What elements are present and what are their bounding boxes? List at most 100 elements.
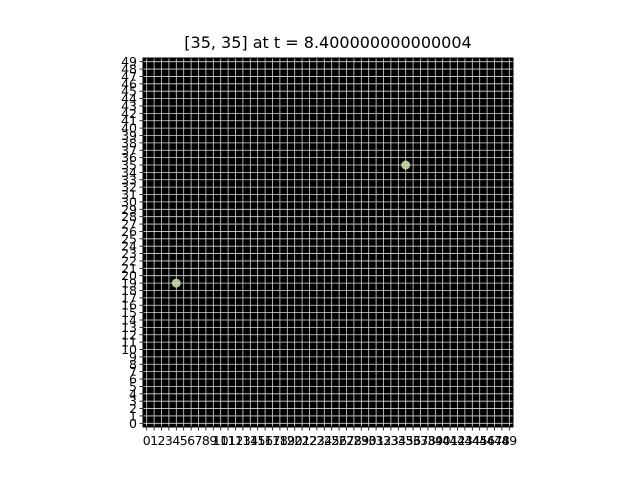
x-tick-label: 49 [501, 433, 517, 448]
x-tick-label: 35 [398, 433, 414, 448]
y-tick-label: 43 [121, 98, 137, 113]
y-tick-label: 15 [121, 305, 137, 320]
chart-title: [35, 35] at t = 8.400000000000004 [184, 33, 472, 52]
x-tick-label: 28 [346, 433, 362, 448]
x-tick-label: 11 [220, 433, 236, 448]
x-tick-label: 29 [353, 433, 369, 448]
grid-lines [143, 58, 513, 427]
y-tick-label: 1 [129, 408, 137, 423]
x-tick-label: 30 [361, 433, 377, 448]
x-tick-label: 16 [257, 433, 273, 448]
y-tick-label: 45 [121, 84, 137, 99]
x-axis-ticks: 0 1 2 3 4 5 6 7 8 9101112131415161718192021222324… [143, 427, 517, 448]
y-tick-label: 21 [121, 261, 137, 276]
x-tick-label: 0 [143, 433, 151, 448]
y-tick-label: 17 [121, 290, 137, 305]
x-tick-label: 48 [494, 433, 510, 448]
x-tick-label: 23 [309, 433, 325, 448]
x-tick-label: 34 [390, 433, 406, 448]
x-tick-label: 19 [279, 433, 295, 448]
y-axis-ticks: 0123456789101112131415161718192021222324… [121, 54, 143, 431]
x-tick-label: 17 [265, 433, 281, 448]
y-tick-label: 0 [129, 416, 137, 431]
y-tick-label: 35 [121, 158, 137, 173]
y-tick-label: 12 [121, 327, 137, 342]
y-tick-label: 24 [121, 239, 137, 254]
y-tick-label: 34 [121, 165, 137, 180]
y-tick-label: 18 [121, 283, 137, 298]
x-tick-label: 45 [472, 433, 488, 448]
y-tick-label: 26 [121, 224, 137, 239]
y-tick-label: 49 [121, 54, 137, 69]
y-tick-label: 11 [121, 335, 137, 350]
y-tick-label: 39 [121, 128, 137, 143]
data-point [401, 160, 411, 170]
x-tick-label: 24 [316, 433, 332, 448]
y-tick-label: 38 [121, 135, 137, 150]
y-tick-label: 30 [121, 194, 137, 209]
x-tick-label: 20 [287, 433, 303, 448]
y-tick-label: 3 [129, 394, 137, 409]
x-tick-label: 25 [324, 433, 340, 448]
x-tick-label: 39 [427, 433, 443, 448]
x-tick-label: 38 [420, 433, 436, 448]
y-tick-label: 13 [121, 320, 137, 335]
x-tick-label: 5 [180, 433, 188, 448]
data-points [171, 160, 411, 288]
x-tick-label: 3 [165, 433, 173, 448]
y-tick-label: 9 [129, 349, 137, 364]
y-tick-label: 36 [121, 150, 137, 165]
x-tick-label: 36 [405, 433, 421, 448]
y-tick-label: 20 [121, 268, 137, 283]
y-tick-label: 4 [129, 386, 137, 401]
x-tick-label: 2 [158, 433, 166, 448]
x-tick-label: 47 [487, 433, 503, 448]
y-tick-label: 29 [121, 202, 137, 217]
y-tick-label: 44 [121, 91, 137, 106]
y-tick-label: 14 [121, 312, 137, 327]
x-tick-label: 40 [435, 433, 451, 448]
y-tick-label: 27 [121, 217, 137, 232]
x-tick-label: 12 [228, 433, 244, 448]
y-tick-label: 40 [121, 121, 137, 136]
y-tick-label: 2 [129, 401, 137, 416]
y-tick-label: 6 [129, 372, 137, 387]
y-tick-label: 5 [129, 379, 137, 394]
y-tick-label: 47 [121, 69, 137, 84]
x-tick-label: 7 [195, 433, 203, 448]
x-tick-label: 18 [272, 433, 288, 448]
x-tick-label: 14 [242, 433, 258, 448]
x-tick-label: 22 [302, 433, 318, 448]
y-tick-label: 22 [121, 253, 137, 268]
x-tick-label: 43 [457, 433, 473, 448]
y-tick-label: 19 [121, 276, 137, 291]
x-tick-label: 13 [235, 433, 251, 448]
y-tick-label: 10 [121, 342, 137, 357]
x-tick-label: 8 [202, 433, 210, 448]
y-tick-label: 33 [121, 172, 137, 187]
x-tick-label: 21 [294, 433, 310, 448]
y-tick-label: 8 [129, 357, 137, 372]
y-tick-label: 37 [121, 143, 137, 158]
y-tick-label: 42 [121, 106, 137, 121]
x-tick-label: 6 [187, 433, 195, 448]
x-tick-label: 9 [209, 433, 217, 448]
y-tick-label: 48 [121, 62, 137, 77]
plot-background [143, 58, 513, 427]
x-tick-label: 37 [413, 433, 429, 448]
y-tick-label: 16 [121, 298, 137, 313]
x-tick-label: 32 [376, 433, 392, 448]
x-tick-label: 31 [368, 433, 384, 448]
x-tick-label: 42 [450, 433, 466, 448]
x-tick-label: 46 [479, 433, 495, 448]
y-tick-label: 7 [129, 364, 137, 379]
y-tick-label: 23 [121, 246, 137, 261]
plot-frame [142, 57, 514, 428]
x-tick-label: 10 [213, 433, 229, 448]
y-tick-label: 28 [121, 209, 137, 224]
data-point [171, 278, 181, 288]
x-tick-label: 15 [250, 433, 266, 448]
x-tick-label: 26 [331, 433, 347, 448]
x-tick-label: 1 [150, 433, 158, 448]
